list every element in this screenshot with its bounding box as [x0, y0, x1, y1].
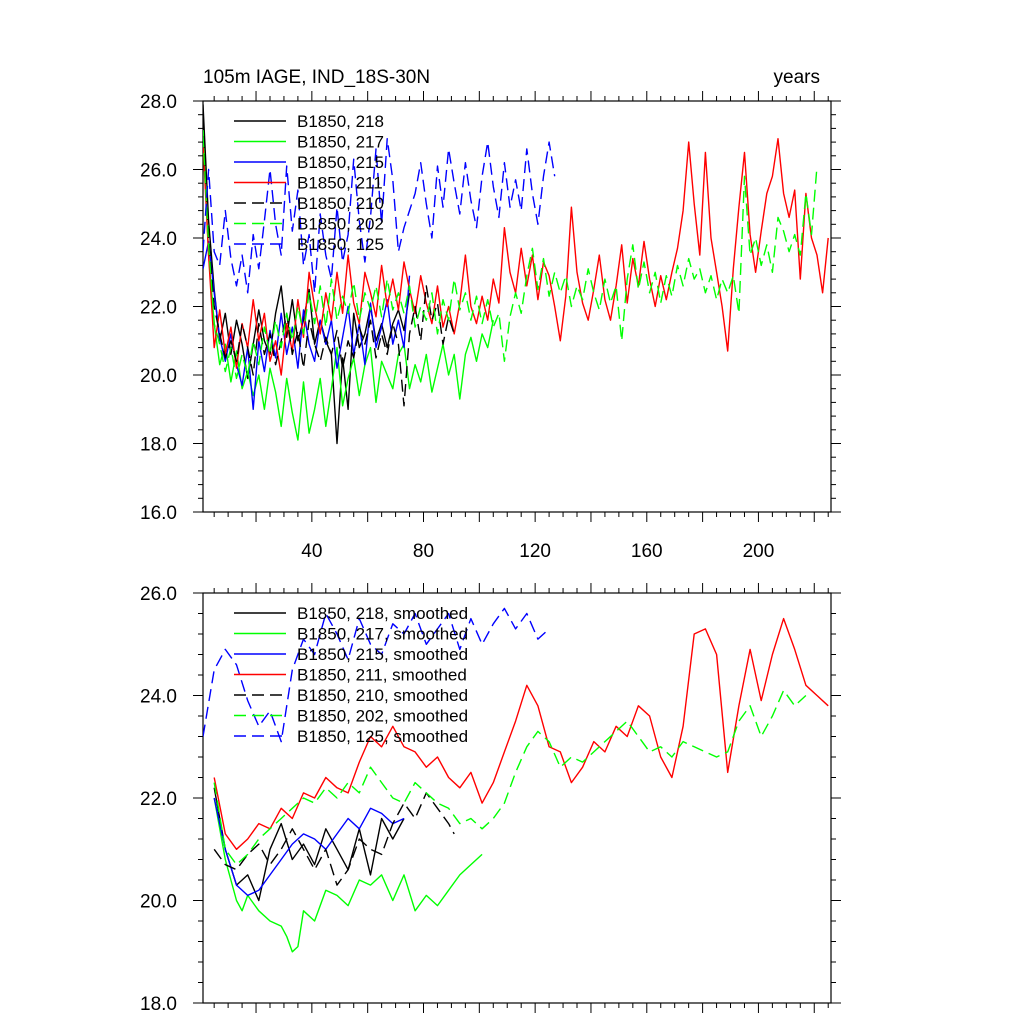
top-series-line-3 — [203, 240, 411, 410]
top-y-tick-label: 28.0 — [140, 92, 177, 113]
bottom-legend-label: B1850, 218, smoothed — [297, 604, 468, 623]
bottom-legend-label: B1850, 210, smoothed — [297, 686, 468, 705]
x-axis-unit-label: years — [774, 67, 820, 88]
top-legend-label: B1850, 202 — [297, 215, 384, 234]
top-y-tick-label: 16.0 — [140, 503, 177, 524]
top-series-line-7 — [203, 138, 556, 294]
top-y-tick-label: 22.0 — [140, 298, 177, 319]
top-legend-label: B1850, 215 — [297, 153, 384, 172]
top-y-tick-label: 24.0 — [140, 229, 177, 250]
bottom-series-line-1 — [213, 787, 405, 902]
top-x-tick-label: 120 — [519, 541, 551, 562]
bottom-x-ticks — [213, 583, 829, 1013]
bottom-legend-label: B1850, 217, smoothed — [297, 625, 468, 644]
bottom-series-line-2 — [213, 797, 483, 953]
top-y-tick-label: 20.0 — [140, 366, 177, 387]
top-legend-label: B1850, 210 — [297, 194, 384, 213]
bottom-y-tick-label: 26.0 — [140, 584, 177, 605]
top-legend-label: B1850, 125 — [297, 235, 384, 254]
bottom-y-ticks — [193, 592, 841, 1004]
bottom-series-line-6 — [213, 689, 807, 866]
bottom-series-group — [203, 607, 829, 953]
top-y-ticks — [193, 100, 841, 513]
top-series-group — [203, 104, 829, 445]
bottom-legend-label: B1850, 211, smoothed — [297, 666, 467, 685]
top-legend-label: B1850, 218 — [297, 112, 384, 131]
bottom-series-line-3 — [213, 797, 405, 897]
bottom-y-tick-label: 24.0 — [140, 687, 177, 708]
top-x-tick-label: 160 — [631, 541, 663, 562]
top-y-tick-label: 18.0 — [140, 435, 177, 456]
top-y-tick-label: 26.0 — [140, 161, 177, 182]
bottom-panel: 18.0 20.0 22.0 24.0 26.0 B1850, 218, smoothed… — [140, 583, 841, 1015]
top-series-line-6 — [203, 135, 818, 380]
top-x-tick-label: 80 — [413, 541, 434, 562]
bottom-y-tick-label: 22.0 — [140, 789, 177, 810]
top-panel: 16.0 18.0 20.0 22.0 24.0 26.0 28.0 40 80 120 160 20… — [140, 91, 841, 562]
bottom-y-tick-label: 20.0 — [140, 892, 177, 913]
top-x-tick-label: 40 — [301, 541, 322, 562]
top-x-ticks — [213, 91, 829, 522]
top-legend-label: B1850, 211 — [297, 174, 383, 193]
bottom-y-tick-label: 18.0 — [140, 994, 177, 1015]
bottom-series-line-5 — [213, 792, 455, 886]
plot-title: 105m IAGE, IND_18S-30N — [203, 67, 430, 88]
top-series-line-5 — [203, 118, 455, 407]
bottom-legend: B1850, 218, smoothed B1850, 217, smoothed… — [234, 604, 468, 746]
bottom-series-line-7 — [203, 607, 550, 743]
bottom-legend-label: B1850, 125, smoothed — [297, 727, 468, 746]
bottom-legend-label: B1850, 215, smoothed — [297, 645, 468, 664]
bottom-legend-label: B1850, 202, smoothed — [297, 707, 468, 726]
top-legend-label: B1850, 217 — [297, 133, 384, 152]
top-x-tick-label: 200 — [743, 541, 775, 562]
